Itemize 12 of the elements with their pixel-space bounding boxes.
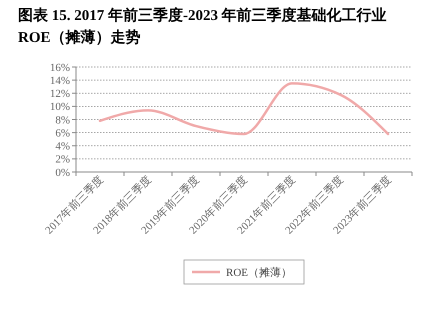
y-tick-label: 14% xyxy=(50,74,70,87)
y-tick-label: 4% xyxy=(55,140,70,153)
y-tick-label: 2% xyxy=(55,154,70,166)
y-tick-label: 12% xyxy=(50,88,70,100)
y-tick-label: 10% xyxy=(50,101,70,114)
chart-title: 图表 15. 2017 年前三季度-2023 年前三季度基础化工行业 ROE（摊薄）走势 xyxy=(18,6,387,46)
line-series xyxy=(98,82,390,136)
y-tick-label: 8% xyxy=(55,114,70,126)
y-tick-label: 0% xyxy=(55,166,70,179)
y-tick-label: 16% xyxy=(50,62,70,74)
legend-label: ROE（摊薄） xyxy=(226,266,292,279)
y-tick-label: 6% xyxy=(55,127,70,140)
